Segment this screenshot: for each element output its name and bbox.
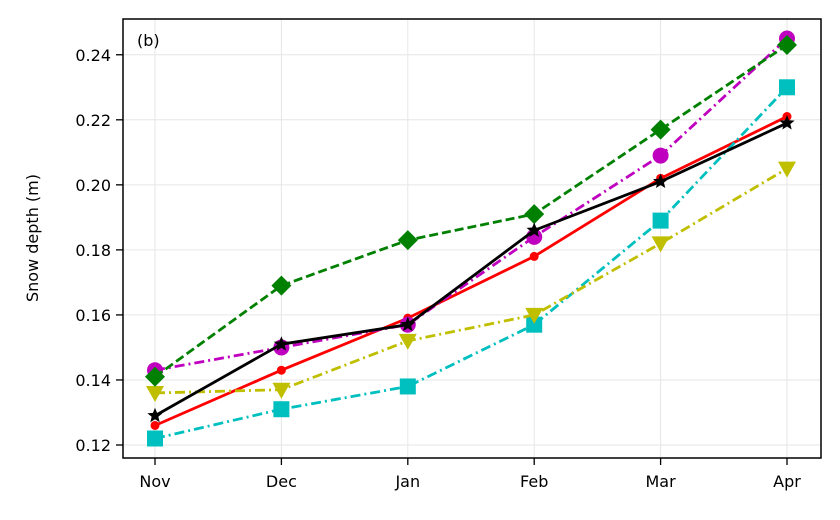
x-tick-label: Jan xyxy=(394,472,420,491)
series-line xyxy=(154,121,788,417)
series-3 xyxy=(147,30,795,379)
data-point xyxy=(146,385,164,402)
data-point xyxy=(650,119,671,140)
series-line xyxy=(154,86,789,440)
data-point xyxy=(273,336,290,351)
series-line xyxy=(154,115,788,427)
data-point xyxy=(145,366,165,387)
data-point xyxy=(779,79,795,96)
data-point xyxy=(526,316,543,333)
data-point xyxy=(400,316,416,332)
data-point xyxy=(777,35,797,56)
data-point xyxy=(272,382,291,399)
data-point xyxy=(398,333,417,350)
data-point xyxy=(524,204,545,225)
series-2 xyxy=(146,161,796,402)
series-line xyxy=(154,37,788,372)
series-5 xyxy=(147,115,795,423)
data-point xyxy=(147,430,163,447)
data-point xyxy=(651,236,670,253)
data-point xyxy=(526,222,542,237)
series-1 xyxy=(147,79,795,447)
y-tick-label: 0.18 xyxy=(75,241,111,260)
data-point xyxy=(529,251,539,261)
data-point xyxy=(273,401,290,418)
plot-frame xyxy=(122,18,822,459)
y-tick-label: 0.24 xyxy=(75,46,111,65)
panel-label: (b) xyxy=(137,31,160,50)
series-line xyxy=(154,43,788,378)
data-point xyxy=(652,147,669,164)
x-tick-label: Dec xyxy=(266,472,297,491)
data-point xyxy=(397,230,418,251)
y-tick-label: 0.22 xyxy=(75,111,111,130)
series-line xyxy=(154,167,788,395)
data-point xyxy=(271,275,292,296)
x-tick-label: Feb xyxy=(520,472,548,491)
y-tick-label: 0.16 xyxy=(75,306,111,325)
data-point xyxy=(525,307,544,324)
axes: Nov Dec Jan Feb Mar Apr 0.12 0.14 0.16 0.18 0.20 0.… xyxy=(75,46,801,491)
data-point xyxy=(652,173,669,189)
data-point xyxy=(147,407,163,423)
grid xyxy=(123,19,821,458)
data-point xyxy=(778,161,796,178)
data-point xyxy=(276,365,286,375)
x-tick-label: Mar xyxy=(646,472,677,491)
y-axis-label: Snow depth (m) xyxy=(23,174,42,302)
y-tick-label: 0.12 xyxy=(75,436,111,455)
series-0 xyxy=(150,112,792,430)
x-tick-label: Apr xyxy=(773,472,801,491)
y-tick-label: 0.20 xyxy=(75,176,111,195)
data-point xyxy=(779,115,795,130)
data-point xyxy=(652,212,669,229)
y-tick-label: 0.14 xyxy=(75,371,111,390)
series-layer xyxy=(145,30,797,447)
series-4 xyxy=(145,35,797,387)
data-point xyxy=(150,420,160,430)
data-point xyxy=(399,378,416,395)
x-tick-label: Nov xyxy=(139,472,170,491)
